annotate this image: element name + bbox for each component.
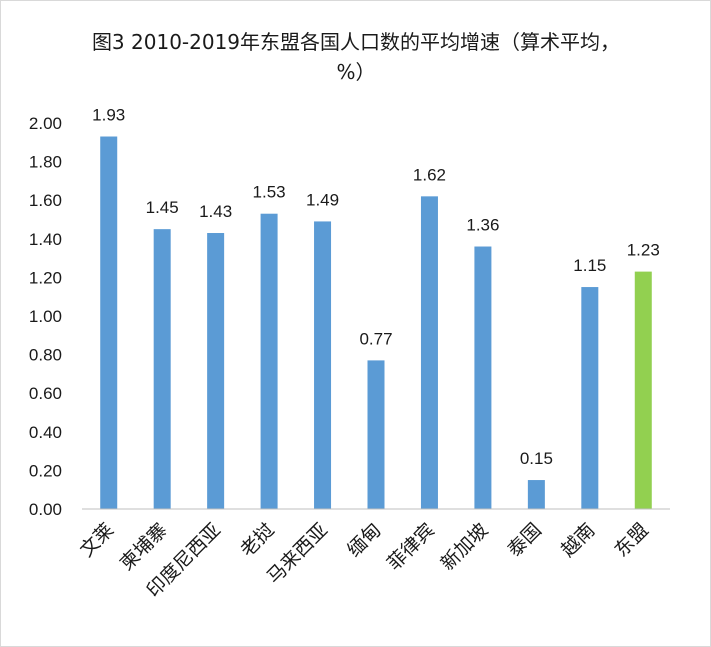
bar [207,233,225,509]
bar [581,287,599,509]
bar [367,360,385,509]
category-label: 东盟 [610,519,652,561]
y-tick-label: 1.60 [29,191,62,210]
y-tick-label: 0.00 [29,500,62,519]
y-tick-label: 1.80 [29,153,62,172]
chart-title: 图3 2010-2019年东盟各国人口数的平均增速（算术平均，%） [91,30,621,84]
data-label: 1.15 [573,256,606,275]
y-tick-label: 0.40 [29,423,62,442]
bar [153,229,171,509]
category-label: 菲律宾 [383,519,439,575]
bar [527,480,545,509]
bar [420,196,438,509]
category-label: 老挝 [236,519,278,561]
category-label: 新加坡 [437,519,493,575]
bar [260,213,278,509]
data-label: 1.53 [253,183,286,202]
data-label: 0.15 [520,449,553,468]
category-label: 缅甸 [343,519,385,561]
data-label: 1.93 [92,106,125,125]
bar [314,221,332,509]
data-label: 1.36 [466,216,499,235]
y-tick-label: 1.20 [29,268,62,287]
data-label: 1.43 [199,202,232,221]
data-label: 1.49 [306,190,339,209]
y-tick-label: 1.00 [29,307,62,326]
data-label: 1.45 [146,198,179,217]
bar [100,136,118,509]
y-tick-label: 0.80 [29,346,62,365]
category-label: 文莱 [76,519,118,561]
y-tick-label: 0.20 [29,461,62,480]
bar [474,246,492,509]
bar [634,271,652,509]
data-label: 1.62 [413,165,446,184]
y-tick-label: 1.40 [29,230,62,249]
category-label: 越南 [557,519,599,561]
y-tick-label: 0.60 [29,384,62,403]
category-label: 泰国 [503,519,545,561]
y-tick-label: 2.00 [29,114,62,133]
data-label: 1.23 [627,241,660,260]
data-label: 0.77 [359,329,392,348]
